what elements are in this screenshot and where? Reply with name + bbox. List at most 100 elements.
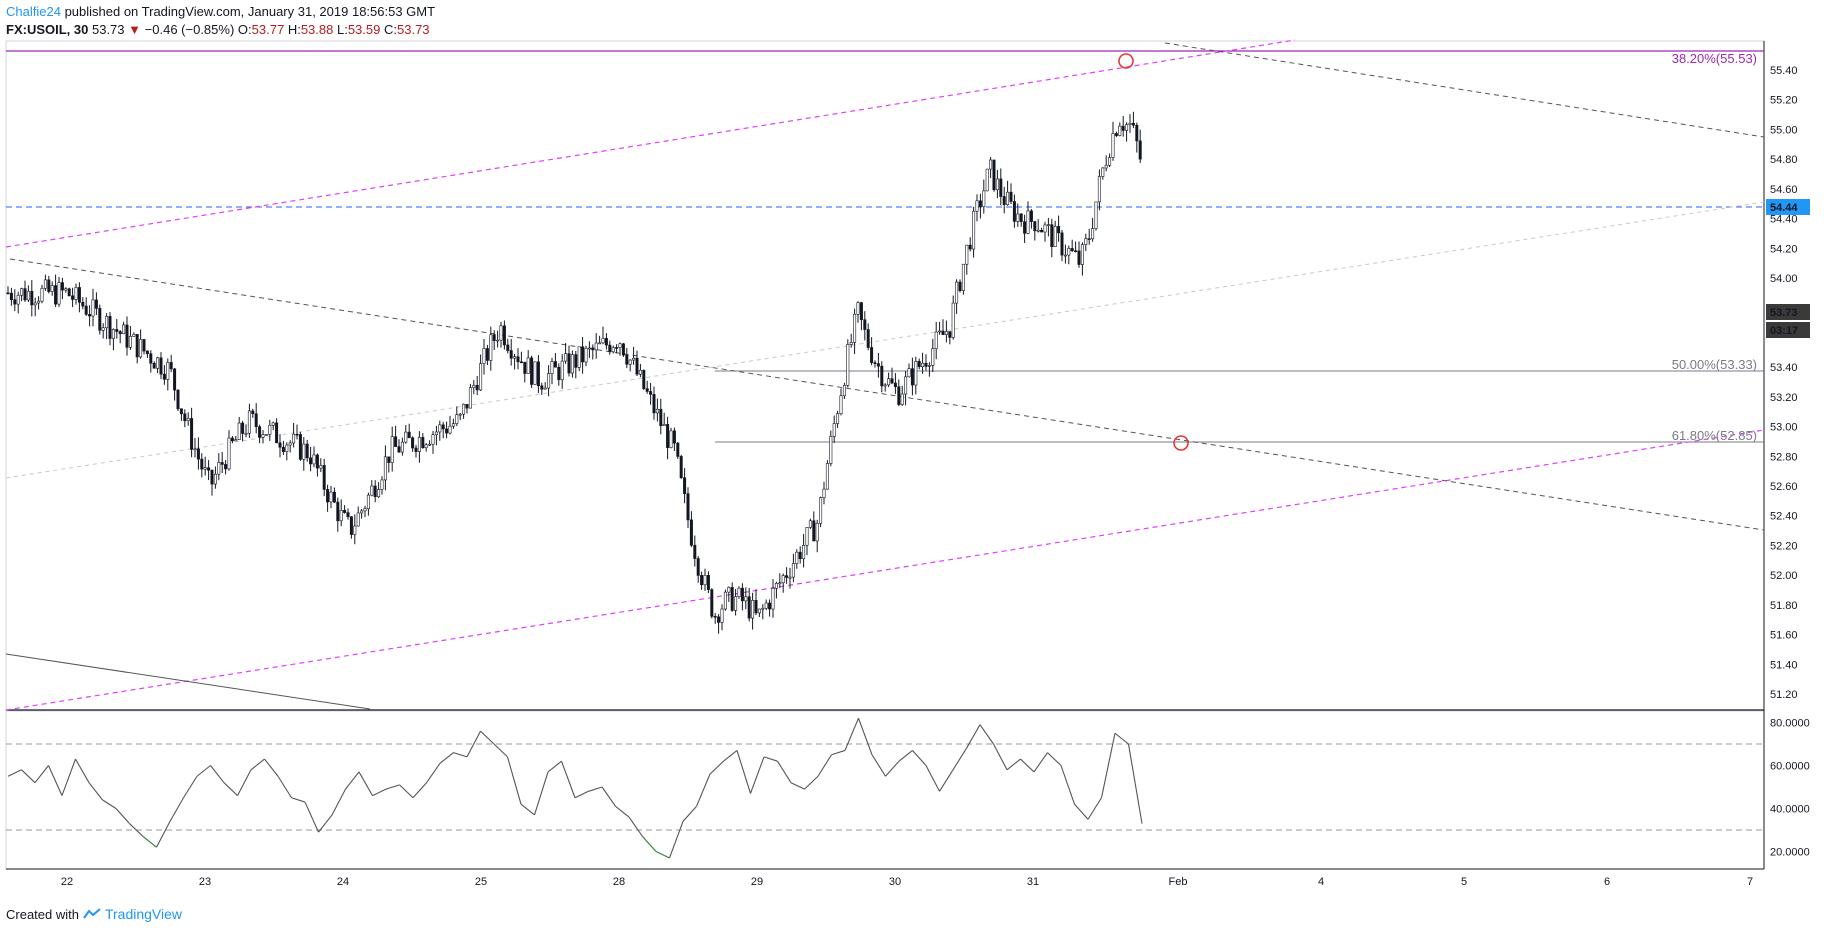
lower-left-trendline[interactable] [5,653,371,710]
candle-body [805,527,809,546]
symbol-timeframe[interactable]: FX:USOIL, 30 [6,22,89,37]
marker-circle-top[interactable] [1118,53,1134,69]
candle-body [145,350,149,355]
candle-body [207,467,211,471]
candle-body [686,493,690,521]
rsi-segment [642,836,657,852]
candle-body [560,360,564,381]
candle-body [81,302,85,307]
rsi-segment [331,788,346,816]
candle-body [152,362,156,369]
candle-body [496,339,500,342]
candle-body [377,489,381,498]
candle-body [978,200,982,207]
time-tick-label: 24 [337,876,349,888]
rsi-segment [817,754,832,777]
candle-body [740,587,744,602]
candle-body [921,362,925,367]
candle-body [853,313,857,343]
candle-body [312,454,316,465]
candle-body [54,285,58,305]
price-tick-label: 52.20 [1770,540,1798,552]
candle-body [64,288,68,291]
time-axis-ticks: 22 23 24 25 28 29 30 31 Feb 4 5 6 7 [61,876,1753,888]
candle-body [428,443,432,446]
candle-body [958,281,962,291]
tradingview-brand-link[interactable]: TradingView [104,906,183,922]
candle-body [846,344,850,386]
candle-body [516,356,520,363]
candle-body [598,342,602,345]
rsi-segment [804,775,819,790]
rsi-segment [736,750,752,794]
close-value: 53.73 [397,22,430,37]
candle-body [700,575,704,586]
rsi-segment [345,771,360,790]
rsi-segment [196,765,211,777]
rsi-segment [668,821,684,859]
price-tick-label: 54.20 [1770,243,1798,255]
candle-body [638,369,642,375]
candle-body [771,587,775,610]
candle-body [1094,201,1098,229]
candle-body [543,387,547,390]
price-tick-label: 51.20 [1770,689,1798,701]
candle-body [200,458,204,470]
rsi-segment [723,750,738,762]
rsi-segment [169,797,184,822]
rsi-tick-label: 60.0000 [1770,761,1810,773]
candle-body [948,331,952,338]
candle-body [288,442,292,446]
candle-body [1097,176,1101,203]
candle-body [938,330,942,333]
candle-body [710,589,714,617]
level-price-badge-text: 54.44 [1770,202,1798,214]
candle-body [298,434,302,460]
candle-body [662,424,666,426]
rsi-segment [1074,803,1089,820]
candle-body [149,353,153,364]
marker-circle-bottom[interactable] [1173,435,1189,451]
mid-channel-line[interactable] [5,201,1765,479]
candle-body [587,347,591,350]
candle-body [666,424,670,448]
candle-body [441,424,445,430]
candle-body [91,299,95,317]
candle-body [128,336,132,348]
down-arrow-icon: ▼ [128,22,142,37]
candle-body [955,281,959,304]
candle-body [366,494,370,509]
candle-body [989,159,993,170]
candle-body [1029,210,1033,222]
channel-upper-line[interactable] [5,39,1296,248]
candle-body [550,361,554,374]
candle-body [1080,244,1084,265]
rsi-segment [939,769,954,792]
candle-body [241,422,245,434]
rsi-segment [115,808,130,824]
candle-body [305,443,309,459]
price-tick-label: 52.60 [1770,481,1798,493]
candle-body [1040,229,1044,233]
candle-body [788,576,792,579]
candle-body [159,357,163,375]
candle-body [1012,201,1016,222]
upper-dashed-trendline[interactable] [1164,42,1765,138]
downtrend-dashed-line[interactable] [9,258,1765,531]
time-tick-label: 22 [61,876,73,888]
candle-body [380,479,384,490]
candle-body [523,361,527,374]
candle-body [363,508,367,512]
candle-body [574,354,578,368]
candle-body [57,282,61,305]
candle-body [465,404,469,409]
candle-body [50,285,54,292]
author-link[interactable]: Chalfie24 [6,4,61,19]
channel-lower-line[interactable] [5,429,1765,711]
candle-body [220,462,224,465]
candle-body [186,418,190,422]
candle-body [16,294,20,305]
rsi-segment [588,786,603,792]
candle-body [349,516,353,535]
